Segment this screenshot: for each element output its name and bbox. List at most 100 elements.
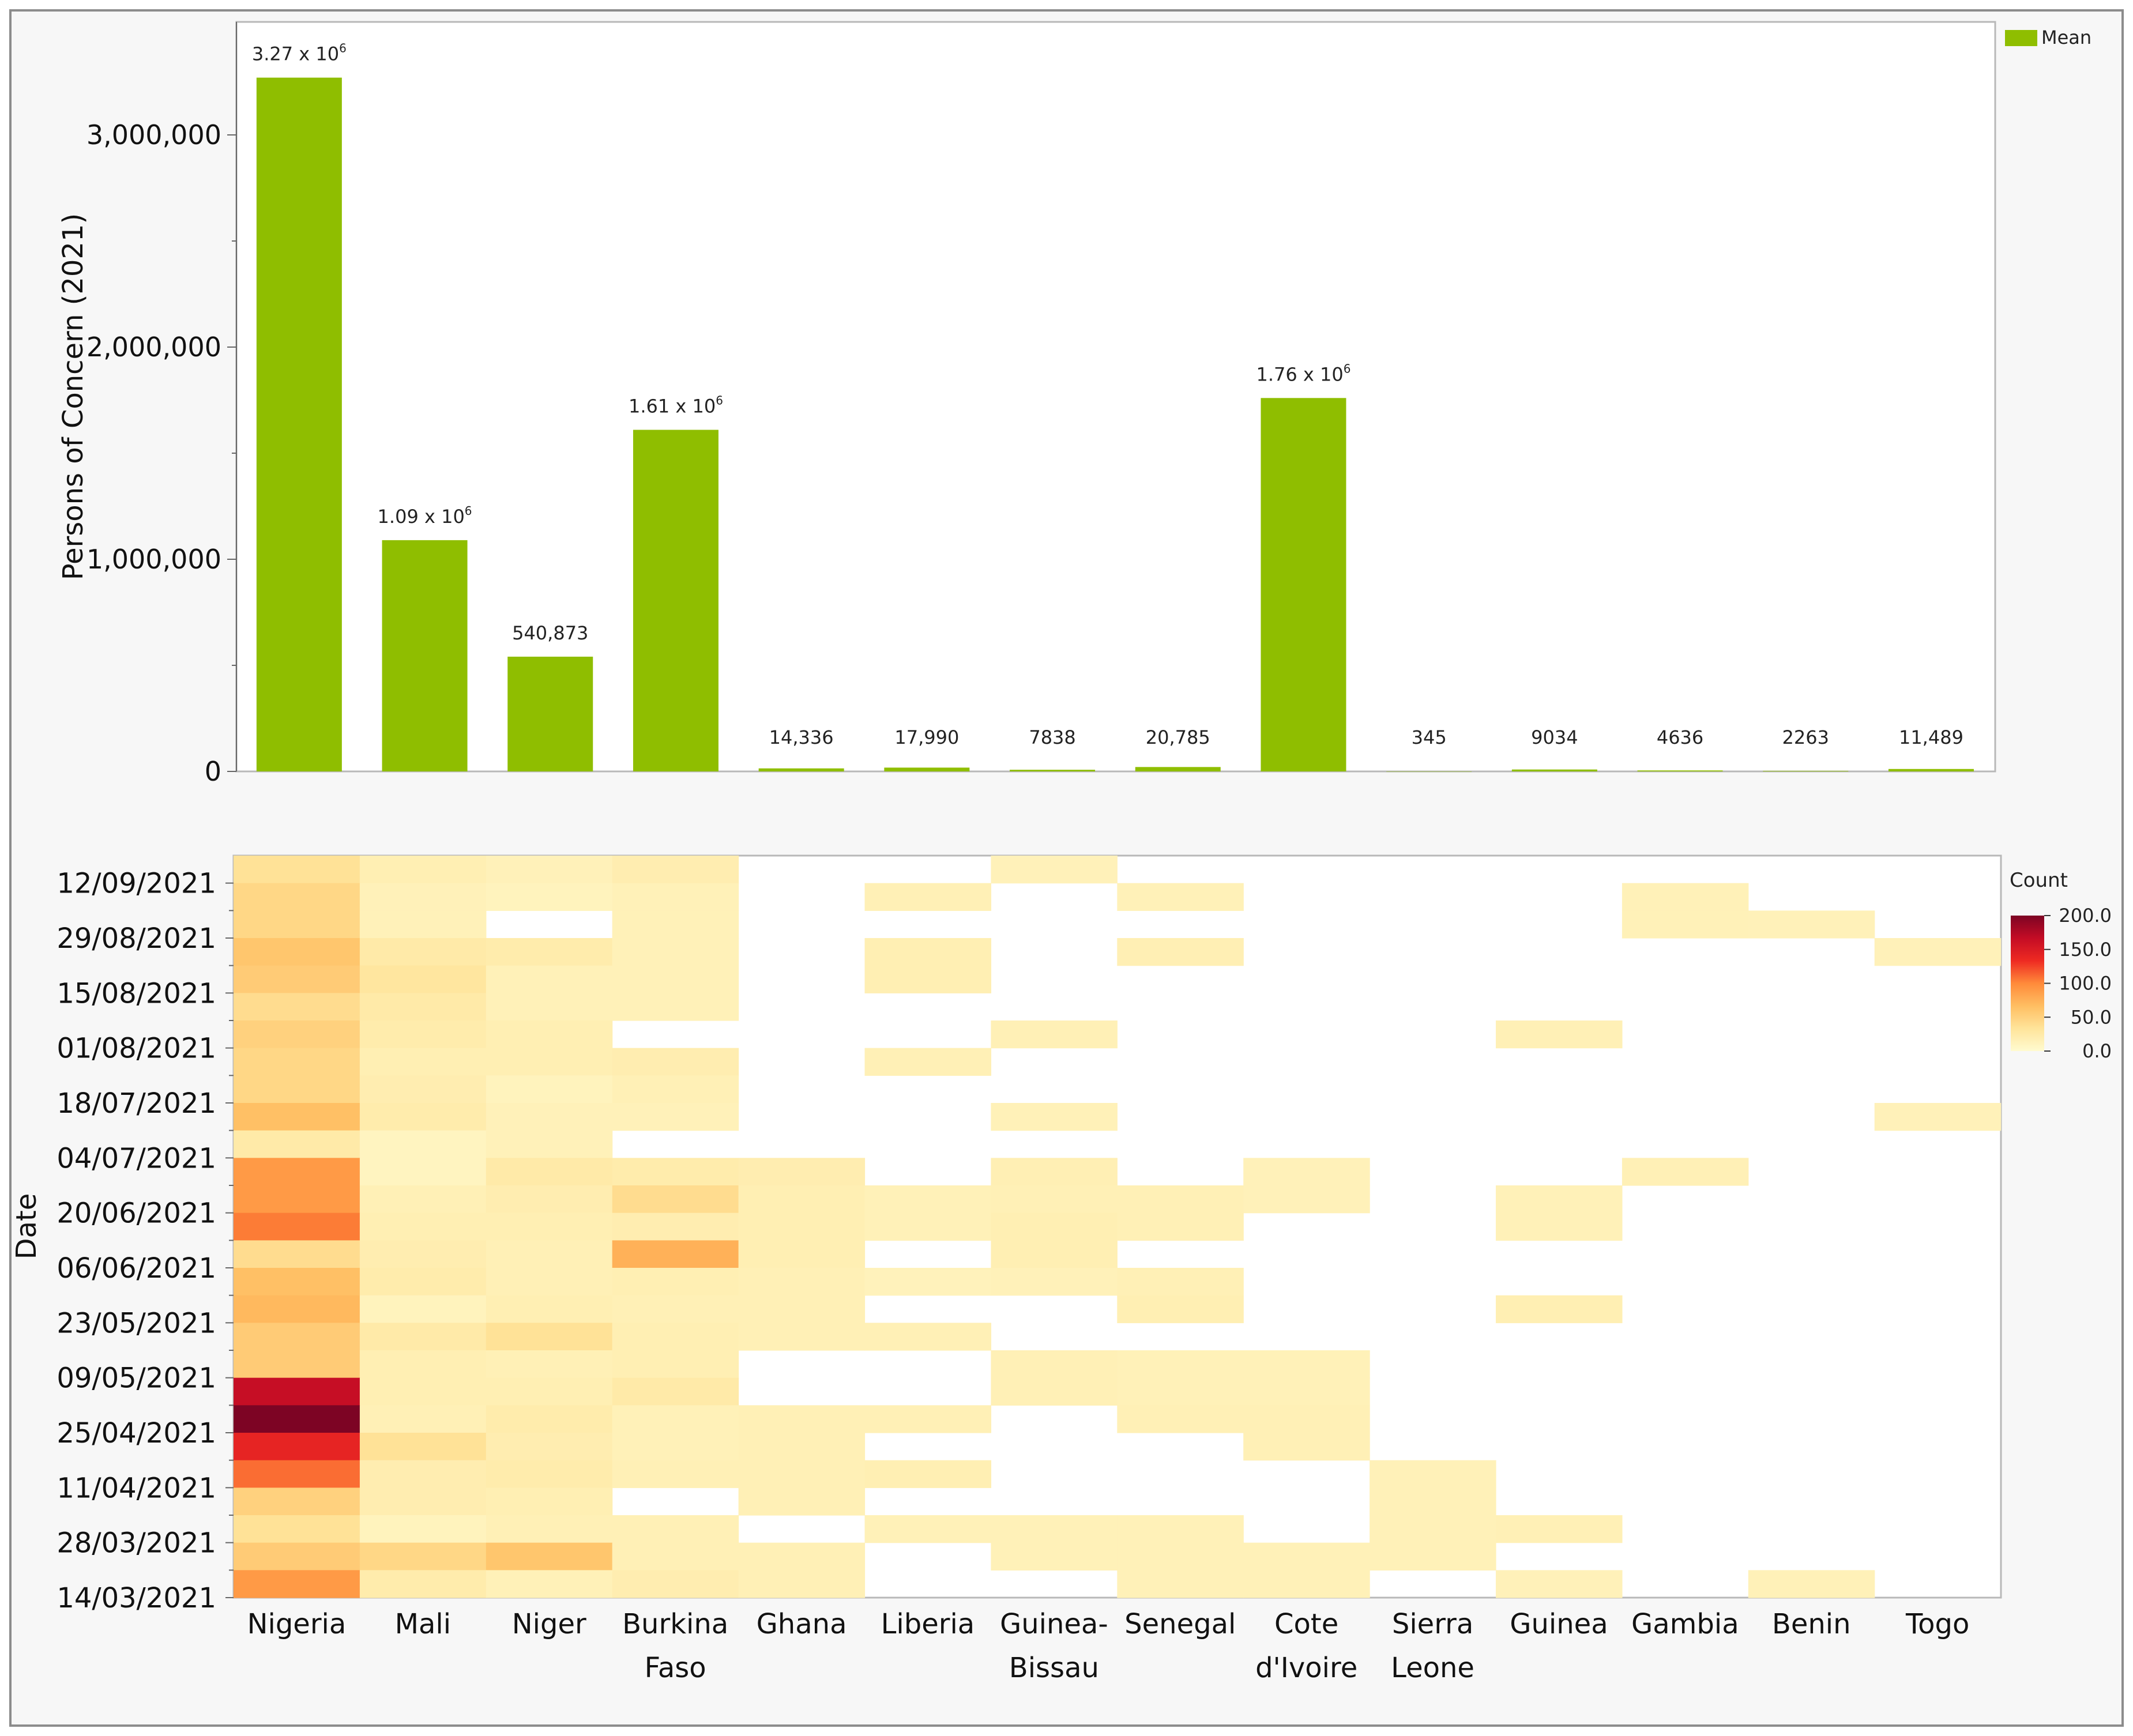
heatmap-cell <box>486 938 613 966</box>
heatmap-cell <box>991 856 1118 884</box>
heatmap-cell <box>864 1048 991 1076</box>
heatmap-cell <box>864 1185 991 1214</box>
bar-chart: Persons of Concern (2021) 0 1,000,000 2,00… <box>57 21 2091 787</box>
bar-value-label-mali: 1.09 x 106 <box>378 504 472 528</box>
heatmap-y-tick-label: 28/03/2021 <box>57 1527 216 1560</box>
colorbar: Count 200.0 150.0 100.0 50.0 0.0 <box>2010 869 2112 1062</box>
heatmap-cell <box>359 1515 487 1543</box>
heatmap-y-tick-label: 06/06/2021 <box>57 1252 216 1285</box>
heatmap-cell <box>359 1433 487 1461</box>
heatmap-cell <box>359 965 487 993</box>
heatmap-cell <box>864 1460 991 1488</box>
heatmap-cell <box>738 1488 866 1516</box>
heatmap-cell <box>738 1323 866 1351</box>
heatmap-cell <box>234 1048 360 1076</box>
heatmap-cell <box>234 1075 360 1104</box>
heatmap-cell <box>359 1542 487 1571</box>
heatmap-cell <box>991 1020 1118 1049</box>
heatmap-cell <box>612 1268 739 1296</box>
bar-y-tick-label: 2,000,000 <box>86 332 221 363</box>
heatmap-cell <box>1117 1185 1244 1214</box>
heatmap-cell <box>359 1158 487 1186</box>
bar-value-label-benin: 2263 <box>1782 726 1829 748</box>
heatmap-cell <box>359 938 487 966</box>
heatmap-cell <box>359 1048 487 1076</box>
heatmap-cell <box>359 1488 487 1516</box>
heatmap-cell <box>359 1405 487 1433</box>
heatmap-cell <box>234 1103 360 1131</box>
heatmap-cell <box>234 1377 360 1406</box>
heatmap-y-tick-label: 14/03/2021 <box>57 1582 216 1614</box>
heatmap-cell <box>1370 1542 1496 1571</box>
heatmap-cell <box>1243 1158 1370 1186</box>
heatmap-y-tick-label: 11/04/2021 <box>57 1472 216 1504</box>
heatmap-cell <box>864 883 991 911</box>
heatmap-cell <box>864 1323 991 1351</box>
heatmap-cell <box>991 1158 1118 1186</box>
heatmap-y-tick-label: 25/04/2021 <box>57 1417 216 1449</box>
colorbar-title: Count <box>2010 869 2068 892</box>
heatmap-cell <box>738 1433 866 1461</box>
heatmap-cell <box>234 1460 360 1488</box>
heatmap-cell <box>486 1323 613 1351</box>
heatmap-cell <box>486 1268 613 1296</box>
heatmap-cell <box>234 1130 360 1158</box>
bar-series <box>256 77 1974 772</box>
heatmap-cell <box>1496 1295 1623 1323</box>
heatmap-cell <box>991 1103 1118 1131</box>
heatmap-cell <box>1622 1158 1749 1186</box>
heatmap-cell <box>612 1103 739 1131</box>
heatmap-y-tick-label: 01/08/2021 <box>57 1033 216 1065</box>
bar-guinea <box>1511 769 1597 771</box>
heatmap-cell <box>234 1433 360 1461</box>
heatmap-cell <box>1748 1570 1875 1598</box>
heatmap-cell <box>234 1295 360 1323</box>
bar-cote-d-ivoire <box>1261 398 1346 771</box>
heatmap-cell <box>234 1268 360 1296</box>
heatmap-cell <box>486 1542 613 1571</box>
heatmap-cell <box>738 1295 866 1323</box>
x-tick-label-nigeria: Nigeria <box>247 1608 347 1640</box>
heatmap-cell <box>612 856 739 884</box>
heatmap-y-axis-title: Date <box>10 1193 43 1260</box>
heatmap-cell <box>234 1212 360 1241</box>
bar-value-label-burkina-faso: 1.61 x 106 <box>629 394 723 417</box>
heatmap-cell <box>738 1240 866 1268</box>
heatmap-cell <box>738 1268 866 1296</box>
bar-mali <box>382 540 468 771</box>
heatmap-cell <box>864 1212 991 1241</box>
heatmap-cell <box>486 1377 613 1406</box>
heatmap-cell <box>864 1405 991 1433</box>
legend-label: Mean <box>2041 27 2091 48</box>
bar-niger <box>507 656 593 771</box>
heatmap-cell <box>1117 1570 1244 1598</box>
heatmap-cell <box>359 1295 487 1323</box>
heatmap-cell <box>1117 1268 1244 1296</box>
heatmap-cell <box>991 1185 1118 1214</box>
colorbar-tick-label: 200.0 <box>2059 905 2112 927</box>
heatmap-cell <box>486 1020 613 1049</box>
heatmap-cell <box>234 910 360 939</box>
heatmap-cell <box>991 1377 1118 1406</box>
heatmap-cell <box>612 1460 739 1488</box>
bar-value-label-cote-d-ivoire: 1.76 x 106 <box>1256 361 1350 385</box>
heatmap-cell <box>1243 1185 1370 1214</box>
bar-value-label-gambia: 4636 <box>1657 726 1703 748</box>
heatmap-cell <box>1370 1488 1496 1516</box>
heatmap-cell <box>486 1350 613 1379</box>
heatmap-cell <box>612 1240 739 1268</box>
heatmap-cell <box>1748 910 1875 939</box>
heatmap-cell <box>486 1103 613 1131</box>
heatmap-cell <box>1496 1020 1623 1049</box>
heatmap-y-tick-label: 20/06/2021 <box>57 1197 216 1230</box>
heatmap-cell <box>359 1075 487 1104</box>
colorbar-ticks: 200.0 150.0 100.0 50.0 0.0 <box>2044 905 2112 1062</box>
heatmap-cell <box>359 1020 487 1049</box>
heatmap-cell <box>738 1405 866 1433</box>
heatmap-cell <box>864 938 991 966</box>
heatmap-cell <box>359 910 487 939</box>
heatmap-cell <box>991 1542 1118 1571</box>
heatmap-cell <box>991 1515 1118 1543</box>
heatmap-cell <box>234 938 360 966</box>
heatmap-cell <box>1117 1542 1244 1571</box>
